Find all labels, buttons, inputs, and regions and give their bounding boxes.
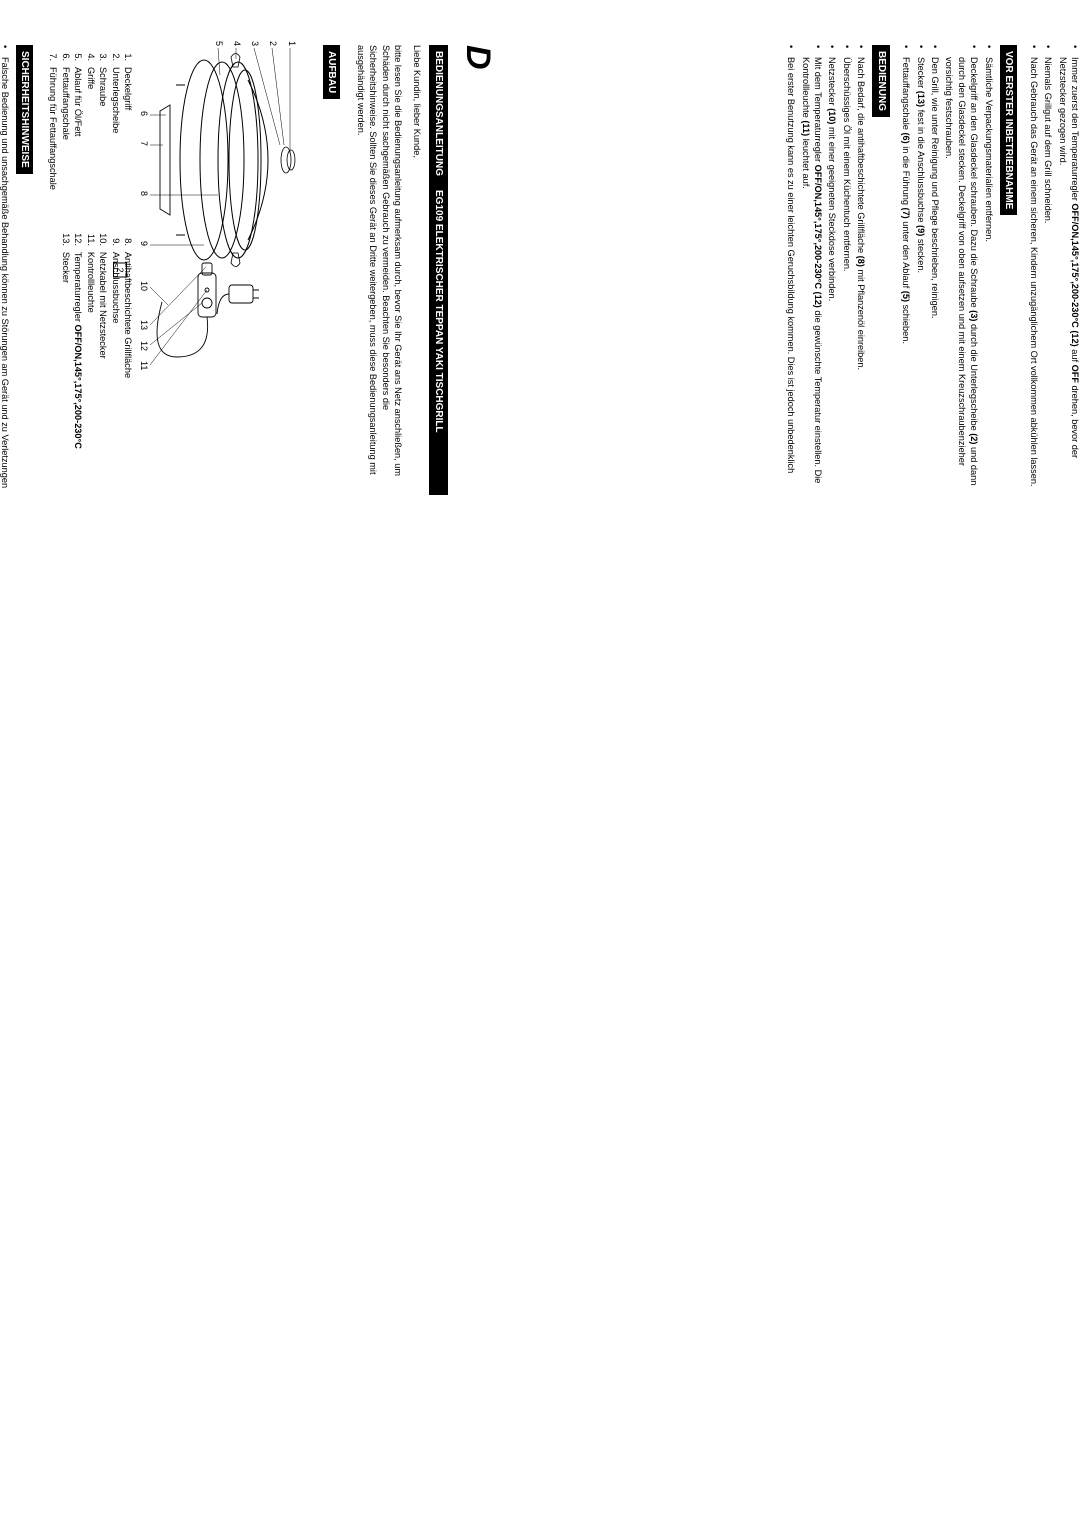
before-first-use-heading: VOR ERSTER INBETRIEBNAHME [1000,45,1018,215]
page-2: D Gerät zur Überprüfung und evtl. Repara… [93,0,1080,540]
list-item: Immer zuerst den Temperaturregler OFF/ON… [1056,45,1080,495]
list-item: Mit dem Temperaturregler OFF/ON,145°,175… [799,45,824,495]
list-item: Fettauffangschale (6) in die Führung (7)… [900,45,912,495]
special-safety-list: Vorsicht Verbrennungsgefahr! Tischgrill … [1027,45,1080,495]
list-item: Niemals Grillgut auf dem Grill schneiden… [1042,45,1054,495]
operation-heading: BEDIENUNG [872,45,890,117]
list-item: Nach Gebrauch das Gerät an einem sichere… [1027,45,1039,495]
safety-heading: SICHERHEITSHINWEISE [16,45,34,174]
list-item: Deckelgriff an den Glasdeckel schrauben.… [943,45,980,495]
list-item: Nach Bedarf, die antihaftbeschichtete Gr… [855,45,867,495]
list-item: Stecker (13) fest in die Anschlussbuchse… [914,45,926,495]
list-item: Den Grill, wie unter Reinigung und Pfleg… [929,45,941,495]
list-item: Sämtliche Verpackungsmaterialien entfern… [982,45,994,495]
list-item: Falsche Bedienung und unsachgemäße Behan… [0,45,11,495]
list-item: Überschüssiges Öl mit einem Küchentuch e… [840,45,852,495]
list-item: Bei erster Benutzung kann es zu einer le… [785,45,797,495]
safety-list: Falsche Bedienung und unsachgemäße Behan… [0,45,11,495]
before-first-use-list: Sämtliche Verpackungsmaterialien entfern… [900,45,995,495]
list-item: Netzstecker (10) mit einer geeigneten St… [826,45,838,495]
operation-list: Nach Bedarf, die antihaftbeschichtete Gr… [785,45,868,495]
page-number-2: 2 [113,262,127,277]
